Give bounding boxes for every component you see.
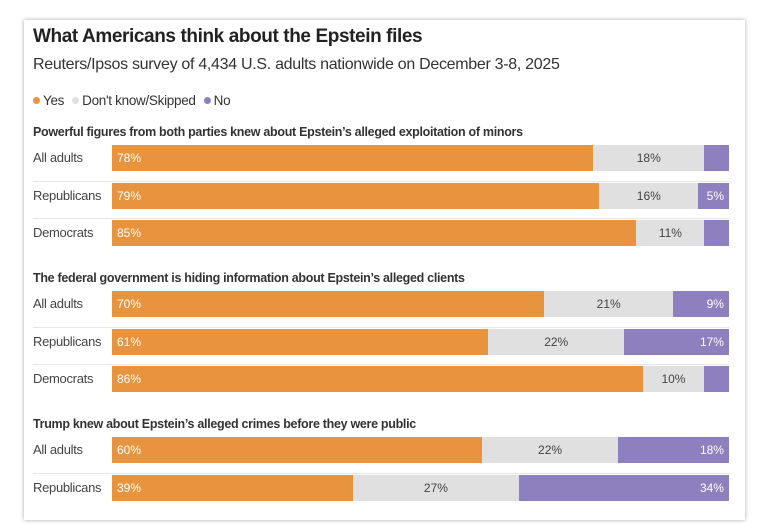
bar-row: Democrats 86% 10%	[33, 364, 729, 402]
bar-segment-yes-label: 39%	[117, 480, 142, 495]
bar-segment-dont-know-label: 10%	[661, 372, 686, 386]
stacked-bar: 61% 22% 17%	[112, 328, 729, 355]
row-label: All adults	[33, 296, 83, 311]
bar-segment-yes: 60%	[112, 437, 483, 463]
bar-segment-yes-label: 86%	[117, 372, 142, 386]
question-group: Trump knew about Epstein’s alleged crime…	[33, 415, 729, 510]
bar-segment-dont-know: 22%	[482, 437, 618, 463]
row-label: All adults	[33, 150, 83, 165]
question-title: Trump knew about Epstein’s alleged crime…	[33, 417, 416, 431]
bar-segment-no: 18%	[617, 437, 729, 463]
legend-label-no: No	[213, 93, 231, 108]
row-label: Republicans	[33, 187, 102, 203]
legend-label-yes: Yes	[43, 93, 65, 108]
bar-segment-dont-know: 21%	[543, 291, 674, 317]
bar-row: All adults 60% 22% 18%	[33, 435, 729, 473]
bar-segment-yes-label: 60%	[117, 443, 142, 457]
chart-body: Powerful figures from both parties knew …	[33, 123, 729, 524]
bar-segment-no: 34%	[519, 474, 729, 501]
bar-segment-yes: 86%	[112, 366, 643, 392]
bar-row: All adults 70% 21% 9%	[33, 289, 729, 327]
bar-segment-dont-know: 18%	[593, 145, 705, 171]
bar-segment-dont-know: 22%	[488, 328, 625, 355]
bar-segment-no	[704, 366, 729, 392]
bar-segment-yes-label: 78%	[117, 151, 142, 165]
stacked-bar: 79% 16% 5%	[112, 182, 729, 209]
bar-segment-no-label: 17%	[699, 334, 724, 349]
bar-row: Republicans 61% 22% 17%	[33, 326, 729, 365]
bar-segment-no	[704, 220, 729, 246]
legend: Yes Don't know/Skipped No	[33, 93, 231, 108]
bar-segment-dont-know-label: 18%	[636, 151, 661, 165]
stacked-bar: 39% 27% 34%	[112, 474, 729, 501]
bar-segment-no: 5%	[698, 182, 729, 209]
question-group: Powerful figures from both parties knew …	[33, 123, 729, 256]
bar-row: All adults 78% 18%	[33, 143, 729, 181]
bar-row: Democrats 85% 11%	[33, 218, 729, 256]
bar-segment-no: 17%	[624, 328, 729, 355]
row-label: Republicans	[33, 479, 102, 495]
bar-segment-dont-know-label: 21%	[596, 297, 621, 311]
bar-segment-yes-label: 79%	[117, 188, 142, 203]
row-label: Republicans	[33, 333, 102, 349]
row-label: Democrats	[33, 371, 94, 386]
bar-segment-dont-know-label: 22%	[544, 334, 569, 349]
bar-segment-dont-know: 10%	[642, 366, 705, 392]
bar-row: Republicans 39% 27% 34%	[33, 472, 729, 511]
bar-segment-yes: 78%	[112, 145, 594, 171]
legend-item-no: No	[203, 93, 231, 108]
bar-segment-yes-label: 70%	[117, 297, 142, 311]
bar-segment-yes-label: 61%	[117, 334, 142, 349]
stacked-bar: 86% 10%	[112, 366, 729, 392]
bar-segment-no	[704, 145, 729, 171]
stacked-bar: 85% 11%	[112, 220, 729, 246]
bar-segment-dont-know-label: 11%	[658, 226, 682, 240]
bar-segment-no-label: 34%	[699, 480, 724, 495]
stacked-bar: 60% 22% 18%	[112, 437, 729, 463]
bar-row: Republicans 79% 16% 5%	[33, 180, 729, 219]
legend-item-dont-know: Don't know/Skipped	[72, 93, 196, 108]
legend-dot-dont-know	[72, 97, 80, 104]
chart-subtitle: Reuters/Ipsos survey of 4,434 U.S. adult…	[33, 56, 560, 73]
bar-segment-yes: 85%	[112, 220, 637, 246]
question-group: The federal government is hiding informa…	[33, 269, 729, 402]
bar-segment-dont-know: 11%	[636, 220, 705, 246]
bar-segment-yes: 70%	[112, 291, 544, 317]
bar-segment-yes: 61%	[112, 328, 489, 355]
bar-segment-dont-know-label: 22%	[538, 443, 563, 457]
row-label: Democrats	[33, 225, 94, 240]
bar-segment-yes: 39%	[112, 474, 353, 501]
row-label: All adults	[33, 442, 83, 457]
bar-segment-no-label: 5%	[706, 188, 724, 203]
chart-card: What Americans think about the Epstein f…	[24, 20, 745, 520]
bar-segment-dont-know: 16%	[599, 182, 699, 209]
stacked-bar: 70% 21% 9%	[112, 291, 729, 317]
legend-dot-yes	[33, 97, 40, 104]
bar-segment-dont-know-label: 16%	[636, 188, 661, 203]
question-title: Powerful figures from both parties knew …	[33, 125, 523, 139]
legend-label-dont-know: Don't know/Skipped	[82, 93, 196, 108]
bar-segment-dont-know-label: 27%	[423, 480, 448, 495]
bar-segment-no: 9%	[673, 291, 729, 317]
question-title: The federal government is hiding informa…	[33, 271, 465, 285]
bar-segment-yes: 79%	[112, 182, 600, 209]
chart-title: What Americans think about the Epstein f…	[33, 26, 423, 47]
legend-item-yes: Yes	[33, 93, 64, 108]
stacked-bar: 78% 18%	[112, 145, 729, 171]
legend-dot-no	[203, 97, 211, 104]
bar-segment-no-label: 9%	[706, 297, 724, 311]
bar-segment-yes-label: 85%	[117, 226, 142, 240]
bar-segment-no-label: 18%	[699, 443, 724, 457]
bar-segment-dont-know: 27%	[352, 474, 520, 501]
